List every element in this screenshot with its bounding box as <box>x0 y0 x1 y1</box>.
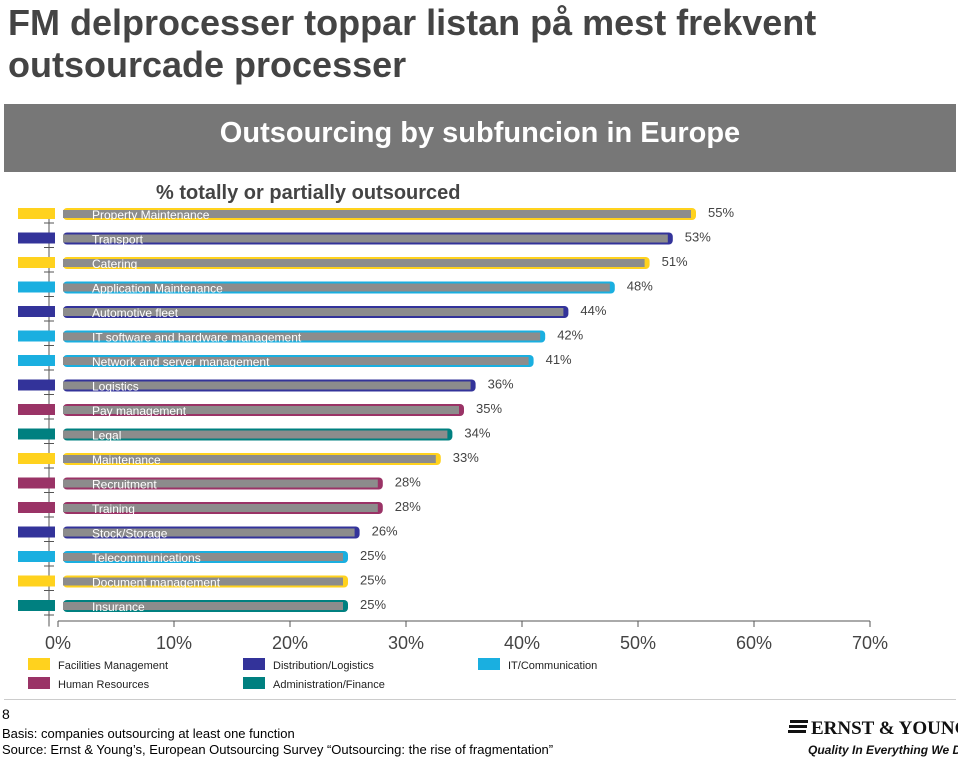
legend-label: Facilities Management <box>58 660 168 672</box>
logo-tagline: Quality In Everything We Do <box>808 743 958 757</box>
group-marker <box>18 232 55 244</box>
value-label: 41% <box>546 352 572 367</box>
bar <box>63 553 343 561</box>
bar <box>63 504 378 512</box>
legend-swatch <box>478 658 500 670</box>
bar <box>63 602 343 610</box>
group-marker <box>18 330 55 342</box>
legend-swatch <box>28 658 50 670</box>
group-marker <box>18 502 55 513</box>
logo-mark-icon <box>788 720 808 733</box>
category-label: Telecommunications <box>92 551 201 565</box>
value-label: 48% <box>627 279 653 294</box>
logo-wordmark: ERNST & YOUNG <box>811 718 958 739</box>
bar <box>63 455 436 463</box>
basis-note: Basis: companies outsourcing at least on… <box>2 726 295 741</box>
value-label: 36% <box>488 377 514 392</box>
bar <box>63 283 610 292</box>
x-tick-label: 20% <box>272 633 308 653</box>
bar <box>63 308 564 316</box>
legend-swatch <box>243 658 265 670</box>
category-label: IT software and hardware management <box>92 331 302 345</box>
group-marker <box>18 355 55 366</box>
bar <box>63 406 459 414</box>
category-label: Property Maintenance <box>92 208 210 222</box>
chart-title: Outsourcing by subfuncion in Europe <box>219 117 741 149</box>
category-label: Pay management <box>92 404 187 418</box>
group-marker <box>18 551 55 562</box>
value-label: 44% <box>580 303 606 318</box>
legend-swatch <box>28 677 50 689</box>
value-label: 25% <box>360 597 386 612</box>
category-label: Legal <box>92 429 121 443</box>
value-label: 34% <box>464 426 490 441</box>
group-marker <box>18 257 55 268</box>
group-marker <box>18 526 55 538</box>
bar <box>63 577 343 586</box>
bar-chart: % totally or partially outsourced Propert… <box>4 182 956 700</box>
category-label: Transport <box>92 233 144 247</box>
x-tick-label: 10% <box>156 633 192 653</box>
page-number: 8 <box>2 706 10 722</box>
group-marker <box>18 477 55 489</box>
bar <box>63 210 691 218</box>
category-label: Automotive fleet <box>92 306 179 320</box>
category-label: Training <box>92 502 135 516</box>
group-marker <box>18 600 55 611</box>
value-label: 26% <box>372 524 398 539</box>
slide-title: FM delprocesser toppar listan på mest fr… <box>8 2 817 85</box>
category-label: Insurance <box>92 600 145 614</box>
bar <box>63 381 471 390</box>
group-marker <box>18 575 55 587</box>
group-marker <box>18 306 55 317</box>
bar <box>63 234 668 243</box>
legend-label: Human Resources <box>58 679 150 691</box>
category-label: Maintenance <box>92 453 161 467</box>
group-marker <box>18 379 55 391</box>
x-tick-label: 70% <box>852 633 888 653</box>
value-label: 28% <box>395 475 421 490</box>
x-tick-label: 50% <box>620 633 656 653</box>
chart-title-panel: Outsourcing by subfuncion in Europe <box>4 104 956 172</box>
category-label: Logistics <box>92 380 139 394</box>
value-label: 53% <box>685 230 711 245</box>
value-label: 25% <box>360 573 386 588</box>
x-tick-label: 0% <box>45 633 71 653</box>
group-marker <box>18 404 55 415</box>
legend-label: Distribution/Logistics <box>273 660 374 672</box>
value-label: 55% <box>708 205 734 220</box>
group-marker <box>18 208 55 219</box>
legend-label: IT/Communication <box>508 660 597 672</box>
value-label: 35% <box>476 401 502 416</box>
value-label: 42% <box>557 328 583 343</box>
category-label: Stock/Storage <box>92 527 168 541</box>
value-label: 25% <box>360 548 386 563</box>
chart-subtitle: % totally or partially outsourced <box>156 182 461 204</box>
category-label: Network and server management <box>92 355 270 369</box>
category-label: Recruitment <box>92 478 157 492</box>
value-label: 51% <box>662 254 688 269</box>
legend-swatch <box>243 677 265 689</box>
bar <box>63 332 541 341</box>
value-label: 33% <box>453 450 479 465</box>
category-label: Catering <box>92 257 137 271</box>
group-marker <box>18 453 55 464</box>
ernst-young-logo: ERNST & YOUNG Quality In Everything We D… <box>788 718 958 757</box>
bar <box>63 259 645 267</box>
bar <box>63 528 355 537</box>
x-tick-label: 40% <box>504 633 540 653</box>
source-note: Source: Ernst & Young’s, European Outsou… <box>2 742 554 757</box>
legend-label: Administration/Finance <box>273 679 385 691</box>
x-tick-label: 30% <box>388 633 424 653</box>
x-tick-label: 60% <box>736 633 772 653</box>
group-marker <box>18 281 55 293</box>
category-label: Application Maintenance <box>92 282 223 296</box>
bar <box>63 479 378 488</box>
value-label: 28% <box>395 499 421 514</box>
category-label: Document management <box>92 576 221 590</box>
bar <box>63 357 529 365</box>
bar <box>63 430 448 439</box>
group-marker <box>18 428 55 440</box>
